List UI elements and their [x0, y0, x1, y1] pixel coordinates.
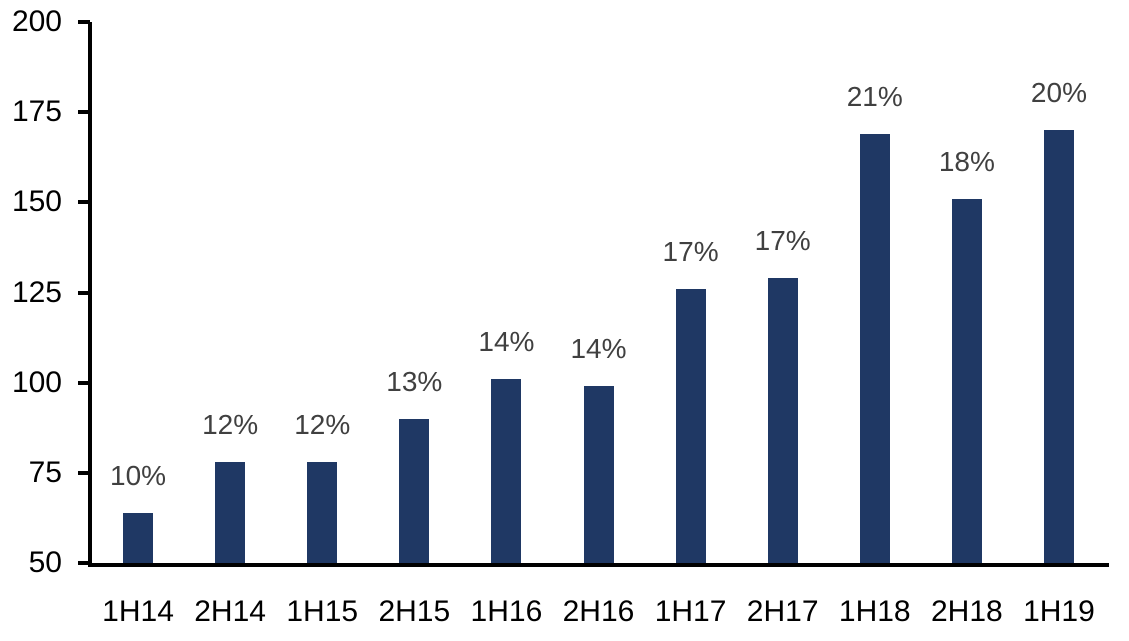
y-tick-label: 50 — [28, 546, 62, 579]
y-axis: 50 75 100 125 150 175 200 — [0, 5, 62, 579]
bar — [583, 386, 614, 563]
bar-value-label: 14% — [570, 333, 627, 365]
y-tick-mark — [78, 380, 90, 385]
x-tick-label: 2H16 — [562, 595, 635, 628]
x-tick-label: 2H14 — [194, 595, 266, 628]
x-tick-label: 2H18 — [930, 595, 1003, 628]
bar — [491, 379, 522, 563]
bar — [859, 133, 890, 563]
bar-value-label: 13% — [386, 365, 443, 397]
x-tick-label: 1H16 — [470, 595, 543, 628]
bar — [307, 462, 338, 563]
bar — [675, 288, 706, 563]
bar — [1043, 130, 1074, 563]
bar — [399, 418, 430, 563]
x-tick-label: 1H14 — [102, 595, 174, 628]
x-tick-label: 1H18 — [838, 595, 911, 628]
x-axis: 1H14 2H14 1H15 2H15 1H16 2H16 1H17 2H17 1H18 2H18… — [92, 594, 1105, 630]
bar-value-label: 14% — [478, 326, 535, 358]
y-tick-mark — [78, 20, 90, 24]
bar-value-label: 12% — [294, 409, 351, 441]
bar-value-label: 21% — [846, 80, 903, 112]
x-tick-label: 1H15 — [286, 595, 359, 628]
bar-value-label: 20% — [1030, 77, 1087, 109]
plot-area: 10% 12% 12% 13% 14% 14% 17% 17% 21% 18% 20% — [78, 20, 1109, 567]
bar — [767, 278, 798, 563]
x-tick-label: 2H17 — [746, 595, 819, 628]
y-tick-mark — [78, 110, 90, 115]
y-tick-mark — [78, 561, 90, 565]
bar-value-label: 17% — [662, 235, 719, 267]
x-tick-label: 1H19 — [1023, 595, 1095, 628]
y-tick-label: 125 — [11, 275, 62, 309]
y-tick-label: 75 — [28, 455, 62, 489]
y-tick-mark — [78, 200, 90, 205]
y-tick-mark — [78, 470, 90, 475]
bar — [951, 198, 982, 563]
y-tick-label: 100 — [11, 365, 62, 399]
bar — [123, 512, 154, 563]
y-tick-label: 200 — [11, 5, 62, 38]
bar — [215, 462, 246, 563]
x-tick-label: 2H15 — [378, 595, 451, 628]
y-tick-label: 175 — [11, 95, 62, 129]
bar-value-label: 18% — [938, 145, 995, 177]
y-tick-label: 150 — [11, 185, 62, 219]
bar-value-label: 10% — [110, 459, 167, 491]
y-tick-mark — [78, 290, 90, 295]
x-tick-label: 1H17 — [654, 595, 727, 628]
bar-value-label: 12% — [202, 409, 259, 441]
bar-value-label: 17% — [754, 225, 811, 257]
